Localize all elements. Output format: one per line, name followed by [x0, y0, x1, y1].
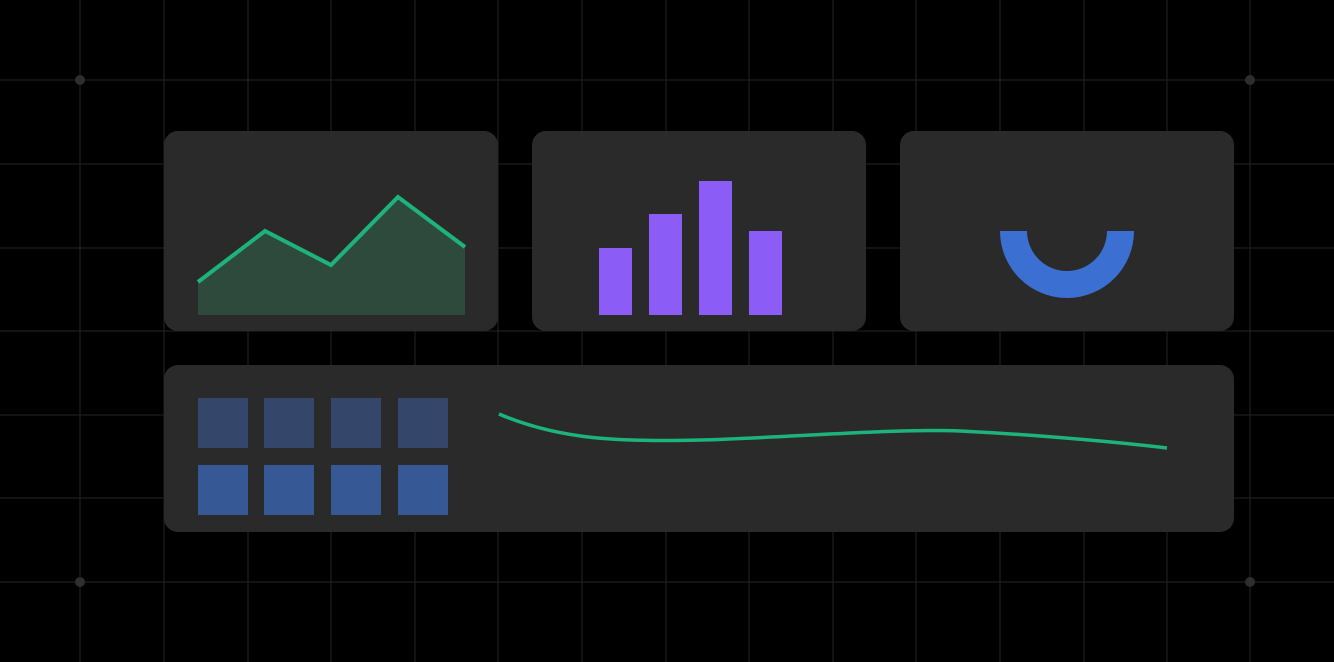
- card: [900, 131, 1234, 331]
- grid-dot: [75, 577, 85, 587]
- grid-dot: [75, 75, 85, 85]
- bar-icon: [749, 231, 782, 315]
- bar-icon: [599, 248, 632, 315]
- grid-dot: [1245, 577, 1255, 587]
- tile: [198, 398, 248, 448]
- tile-grid: [198, 398, 448, 515]
- tile: [398, 398, 448, 448]
- grid-dots: [75, 75, 1255, 587]
- trend-line: [498, 412, 1168, 450]
- tile: [398, 465, 448, 515]
- tile: [331, 465, 381, 515]
- tile: [264, 465, 314, 515]
- bar-icon: [649, 214, 682, 315]
- grid-dot: [1245, 75, 1255, 85]
- gauge-arc: [1000, 231, 1134, 298]
- area-fill: [198, 197, 465, 315]
- bar-icon: [699, 181, 732, 315]
- tile: [331, 398, 381, 448]
- area-line: [196, 194, 467, 284]
- card: [164, 365, 1234, 532]
- tile: [198, 465, 248, 515]
- tile: [264, 398, 314, 448]
